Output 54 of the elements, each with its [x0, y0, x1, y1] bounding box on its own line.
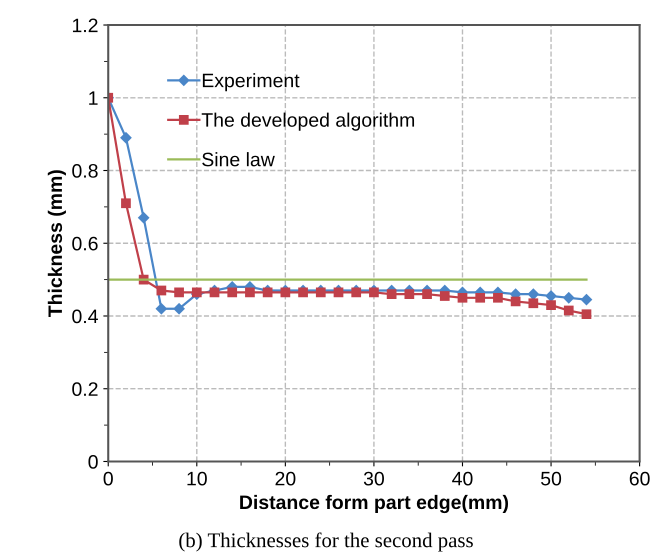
point [334, 287, 344, 298]
point [156, 286, 166, 296]
point [564, 306, 574, 316]
point [298, 287, 308, 298]
point [582, 309, 592, 320]
point [404, 289, 414, 300]
point [440, 291, 450, 301]
point [174, 287, 184, 298]
point [563, 292, 574, 304]
point [280, 287, 290, 298]
point [316, 287, 326, 298]
y-tick-label: 0.4 [72, 309, 98, 324]
legend-label: Experiment [202, 73, 300, 92]
x-tick-label: 40 [452, 472, 473, 486]
y-tick-label: 1.2 [72, 18, 98, 32]
legend-label: The developed algorithm [202, 112, 414, 131]
point [262, 287, 273, 298]
legend-label: Sine law [202, 152, 275, 166]
y-tick-label: 1 [89, 91, 98, 105]
point [156, 303, 167, 314]
point [245, 287, 255, 298]
point [210, 287, 220, 298]
point [386, 289, 396, 300]
point [173, 303, 185, 314]
point [528, 288, 539, 300]
y-tick-label: 0.8 [72, 164, 98, 178]
x-tick-label: 30 [364, 472, 384, 486]
point [121, 198, 131, 208]
point [369, 287, 379, 298]
point [545, 290, 557, 302]
y-tick-label: 0 [88, 454, 98, 469]
point [493, 292, 503, 303]
x-tick-label: 0 [104, 472, 113, 486]
x-axis-title: Distance form part edge(mm) [240, 494, 508, 514]
x-tick-label: 10 [187, 472, 207, 486]
point [528, 298, 538, 308]
point [580, 294, 592, 306]
x-tick-label: 50 [541, 472, 562, 486]
point [227, 287, 238, 298]
point [546, 300, 556, 310]
y-axis-title: Thickness (mm) [48, 170, 66, 318]
point [138, 212, 150, 224]
point [475, 292, 486, 303]
point [458, 292, 468, 303]
x-tick-label: 60 [630, 472, 650, 486]
point [510, 296, 520, 306]
point [422, 289, 432, 300]
y-tick-label: 0.2 [72, 382, 98, 396]
point [120, 132, 132, 144]
x-tick-label: 20 [276, 472, 296, 486]
text: (b) Thicknesses for the second pass [179, 532, 473, 552]
y-tick-label: 0.6 [72, 236, 98, 250]
point [351, 287, 362, 298]
point [192, 287, 202, 298]
